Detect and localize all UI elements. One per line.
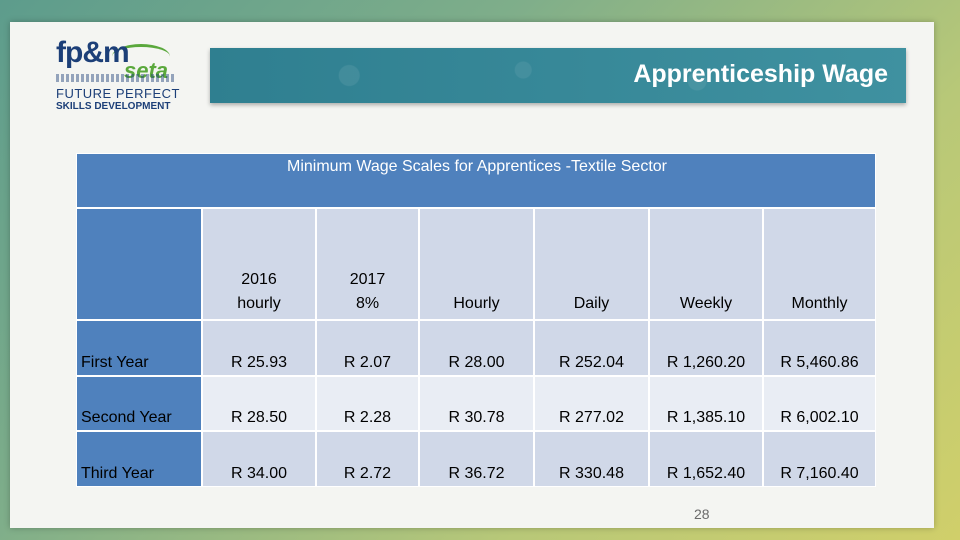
column-header: 2016 hourly xyxy=(202,208,316,320)
table-cell: R 330.48 xyxy=(534,431,649,487)
logo-seta: seta xyxy=(124,58,169,83)
table-cell: R 6,002.10 xyxy=(763,376,876,431)
column-header: Weekly xyxy=(649,208,763,320)
table-cell: R 252.04 xyxy=(534,320,649,376)
table-cell: R 2.28 xyxy=(316,376,419,431)
column-header: 2017 8% xyxy=(316,208,419,320)
table-corner-cell xyxy=(76,208,202,320)
column-header: Monthly xyxy=(763,208,876,320)
logo-fine-print xyxy=(56,74,174,82)
table-caption-bar: Minimum Wage Scales for Apprentices -Tex… xyxy=(76,153,876,208)
row-label: Third Year xyxy=(76,431,202,487)
table-cell: R 2.07 xyxy=(316,320,419,376)
logo-swoosh xyxy=(112,44,170,69)
logo-tagline-future: FUTURE PERFECT xyxy=(56,86,180,101)
row-label: First Year xyxy=(76,320,202,376)
table-cell: R 36.72 xyxy=(419,431,534,487)
page-number: 28 xyxy=(694,506,710,522)
slide-title: Apprenticeship Wage xyxy=(633,60,888,88)
table-caption: Minimum Wage Scales for Apprentices -Tex… xyxy=(287,158,667,175)
table-cell: R 277.02 xyxy=(534,376,649,431)
table-cell: R 28.50 xyxy=(202,376,316,431)
table-cell: R 1,652.40 xyxy=(649,431,763,487)
table-cell: R 1,385.10 xyxy=(649,376,763,431)
row-label: Second Year xyxy=(76,376,202,431)
title-banner: Apprenticeship Wage xyxy=(210,48,906,103)
table-cell: R 30.78 xyxy=(419,376,534,431)
column-header: Daily xyxy=(534,208,649,320)
logo-tagline-skills: SKILLS DEVELOPMENT xyxy=(56,101,171,112)
table-cell: R 34.00 xyxy=(202,431,316,487)
table-cell: R 25.93 xyxy=(202,320,316,376)
table-cell: R 5,460.86 xyxy=(763,320,876,376)
fpm-seta-logo: fp&m seta FUTURE PERFECT SKILLS DEVELOPM… xyxy=(56,36,186,118)
logo-brand: fp&m xyxy=(56,36,130,69)
table-cell: R 2.72 xyxy=(316,431,419,487)
table-cell: R 7,160.40 xyxy=(763,431,876,487)
column-header: Hourly xyxy=(419,208,534,320)
table-cell: R 1,260.20 xyxy=(649,320,763,376)
table-cell: R 28.00 xyxy=(419,320,534,376)
